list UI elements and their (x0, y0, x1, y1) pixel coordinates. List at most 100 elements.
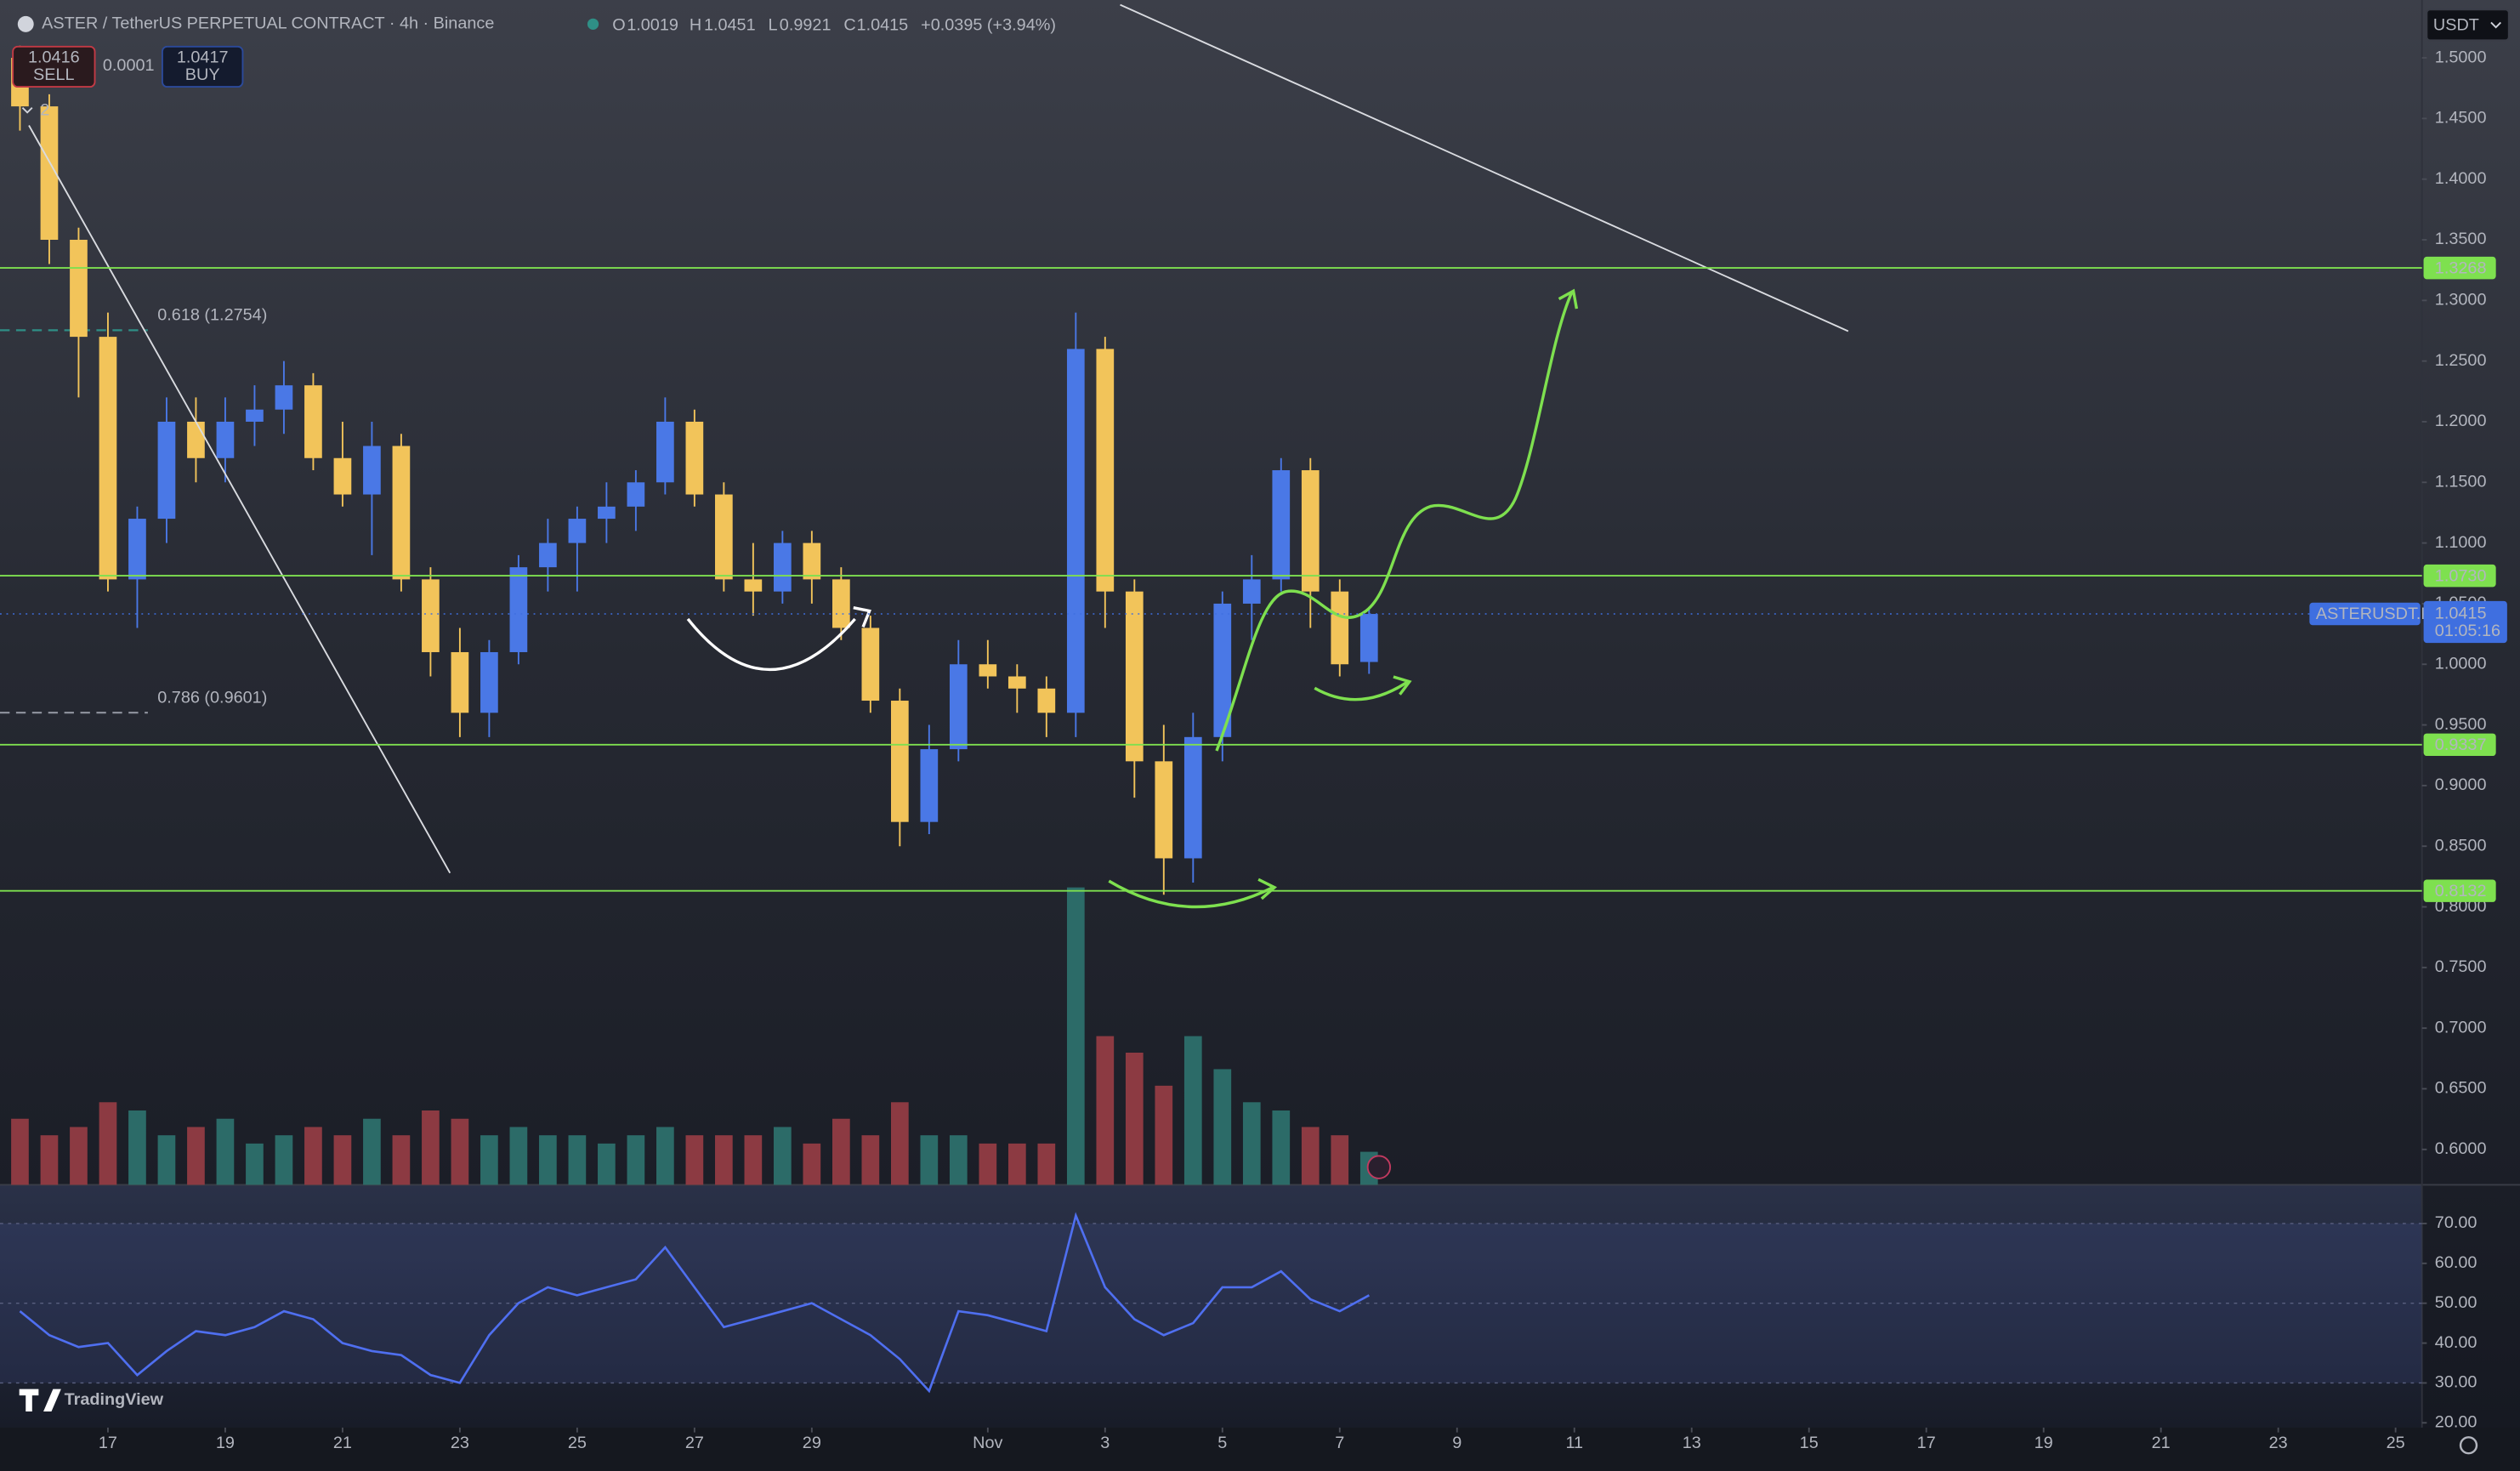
y-tick-label: 0.9500 (2435, 715, 2487, 734)
volume-bar (1125, 1052, 1144, 1185)
arrow-head (1257, 877, 1278, 900)
candle-body (187, 421, 205, 458)
symbol-tag (2309, 602, 2421, 626)
volume-bar (1037, 1143, 1056, 1185)
candle-body (70, 239, 88, 338)
sell-button[interactable] (12, 45, 96, 88)
candle-body (656, 421, 674, 483)
marks (0, 45, 2422, 1394)
candle-body (128, 519, 146, 580)
x-tick-label: 23 (2269, 1434, 2288, 1452)
candle-body (539, 542, 557, 568)
volume-bar (861, 1135, 880, 1185)
sell-label[interactable]: SELL (33, 65, 75, 84)
volume-bar (949, 1135, 968, 1185)
candle-body (99, 337, 117, 580)
candle-body (246, 409, 264, 422)
candle-body (1125, 591, 1144, 762)
level-tag (2423, 256, 2496, 280)
x-tick-label: 25 (2387, 1434, 2405, 1452)
volume-bar (216, 1118, 235, 1185)
symbol-icon[interactable] (17, 15, 34, 32)
level-tag (2423, 733, 2496, 757)
volume-bar (1213, 1069, 1232, 1185)
x-tick-label: 27 (685, 1434, 704, 1452)
volume-bar (246, 1143, 264, 1185)
ohlc-letter: L (769, 16, 778, 35)
volume-bar (1331, 1135, 1349, 1185)
candle-body (275, 385, 293, 410)
candle-body (157, 421, 176, 520)
candle-body (480, 651, 498, 713)
y-tick-label: 1.2500 (2435, 351, 2487, 370)
level-label: 1.3268 (2435, 258, 2487, 277)
candle-body (451, 651, 469, 713)
curve-arrow (1314, 680, 1409, 701)
x-tick-label: 25 (568, 1434, 587, 1452)
candle-body (1183, 736, 1202, 859)
x-tick-label: 11 (1565, 1434, 1583, 1452)
candle-body (1066, 349, 1085, 713)
curve-arrow (686, 617, 856, 671)
y-tick-label: 1.0000 (2435, 654, 2487, 673)
currency[interactable]: USDT (2433, 16, 2479, 35)
y-tick-label: 0.9000 (2435, 775, 2487, 794)
buy-price[interactable]: 1.0417 (177, 48, 229, 66)
volume-bar (598, 1143, 616, 1185)
volume-bar (627, 1135, 645, 1185)
currency-button[interactable] (2426, 9, 2510, 42)
dropdown-icon[interactable] (2490, 21, 2501, 29)
candle-body (509, 567, 528, 652)
volume-bar (187, 1127, 205, 1185)
candle-body (803, 542, 821, 580)
volume-bar (40, 1135, 59, 1185)
rsi-tick-label: 70.00 (2435, 1213, 2477, 1232)
candle-body (832, 579, 850, 628)
volume-bar (1301, 1127, 1320, 1185)
candle-body (1213, 603, 1232, 737)
ohlc-letter: O (612, 16, 625, 35)
volume-bar (363, 1118, 381, 1185)
fib-label: 0.618 (1.2754) (157, 306, 267, 325)
volume-bar (451, 1118, 469, 1185)
settings-icon[interactable] (2459, 1436, 2478, 1455)
candle-body (949, 664, 968, 750)
buy-label[interactable]: BUY (185, 65, 220, 84)
rsi-tick-label: 30.00 (2435, 1373, 2477, 1392)
candle-body (1359, 614, 1378, 662)
arrow-head (853, 606, 871, 628)
collapse-icon[interactable] (21, 107, 33, 114)
level-label: 0.9337 (2435, 736, 2487, 754)
volume-bar (920, 1135, 939, 1185)
x-tick-label: 19 (216, 1434, 235, 1452)
alert-icon[interactable] (1366, 1155, 1392, 1179)
y-tick-label: 1.4000 (2435, 169, 2487, 188)
volume-bar (1096, 1036, 1115, 1185)
rsi-tick-label: 50.00 (2435, 1293, 2477, 1312)
x-tick-label: 13 (1683, 1434, 1701, 1452)
volume-bar (304, 1127, 322, 1185)
level-tag (2423, 879, 2496, 902)
x-tick-label: 19 (2035, 1434, 2053, 1452)
symbol-title[interactable]: ASTER / TetherUS PERPETUAL CONTRACT · 4h… (42, 14, 494, 33)
buy-button[interactable] (161, 45, 244, 88)
candle-body (1272, 470, 1291, 580)
y-tick-label: 0.6000 (2435, 1139, 2487, 1158)
level-label: 1.0730 (2435, 566, 2487, 585)
volume-bar (803, 1143, 821, 1185)
x-tick-label: 23 (451, 1434, 469, 1452)
volume-bar (392, 1135, 411, 1185)
indicator-count[interactable]: 2 (40, 101, 49, 120)
volume-bar (509, 1127, 528, 1185)
symbol-label: ASTERUSDT.P (2316, 605, 2432, 623)
rsi-pane (0, 1184, 2422, 1428)
sell-price[interactable]: 1.0416 (28, 48, 80, 66)
ohlc-value: 0.9921 (780, 16, 831, 35)
level-tag (2423, 564, 2496, 588)
volume-bar (333, 1135, 352, 1185)
candle-body (1007, 676, 1026, 689)
candle-body (1037, 688, 1056, 713)
x-tick-label: 7 (1335, 1434, 1344, 1452)
y-tick-label: 1.3500 (2435, 230, 2487, 248)
volume-bar (99, 1102, 117, 1185)
